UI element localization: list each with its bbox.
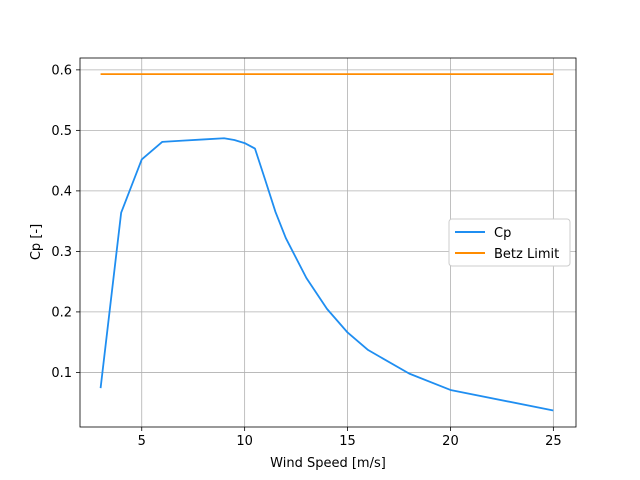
plot-frame bbox=[79, 57, 577, 428]
x-tick-label: 10 bbox=[236, 434, 253, 449]
y-tick-label: 0.5 bbox=[51, 124, 72, 139]
x-tick-label: 20 bbox=[442, 434, 459, 449]
y-axis-label: Cp [-] bbox=[29, 224, 44, 260]
y-tick-label: 0.4 bbox=[51, 184, 72, 199]
x-tick-label: 25 bbox=[545, 434, 562, 449]
grid bbox=[80, 58, 576, 427]
series-group bbox=[99, 73, 554, 412]
legend-label-cp: Cp bbox=[494, 226, 511, 241]
y-tick-label: 0.6 bbox=[51, 63, 72, 78]
x-tick-label: 15 bbox=[339, 434, 356, 449]
legend-box bbox=[448, 218, 571, 267]
y-tick-label: 0.1 bbox=[51, 366, 72, 381]
ticks: 5 10 15 20 25 0.1 0.2 0.3 0.4 0.5 0.6 bbox=[51, 63, 561, 449]
y-tick-label: 0.3 bbox=[51, 245, 72, 260]
series-line-cp bbox=[99, 137, 554, 412]
x-tick-label: 5 bbox=[138, 434, 146, 449]
legend-label-betz-limit: Betz Limit bbox=[494, 247, 559, 262]
legend: Cp Betz Limit bbox=[448, 218, 571, 267]
x-axis-label: Wind Speed [m/s] bbox=[270, 456, 386, 471]
y-tick-label: 0.2 bbox=[51, 305, 72, 320]
